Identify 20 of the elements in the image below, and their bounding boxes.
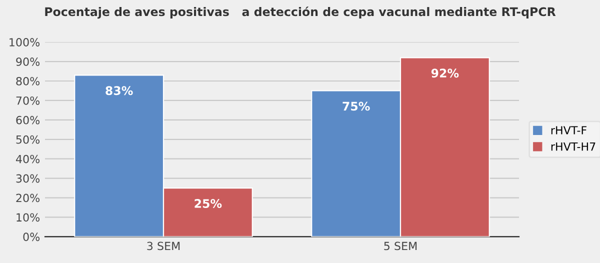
y-tick-label: 90% — [16, 58, 40, 66]
data-label: 83% — [106, 86, 133, 96]
chart-title: Pocentaje de aves positivas a detección de cepa vacunal mediante RT-qPCR — [45, 6, 556, 19]
legend-label: rHVT-H7 — [551, 142, 596, 151]
y-tick-label: 50% — [16, 135, 40, 144]
data-label: 92% — [431, 68, 459, 78]
y-tick-label: 10% — [16, 213, 40, 222]
x-tick-label: 5 SEM — [384, 242, 417, 250]
y-tick-label: 60% — [16, 116, 40, 124]
y-tick-label: 40% — [16, 154, 40, 164]
data-label: 25% — [194, 199, 222, 208]
x-tick-label: 3 SEM — [147, 242, 180, 250]
y-tick-label: 80% — [16, 76, 40, 86]
y-tick-label: 100% — [10, 38, 40, 46]
y-tick-label: 0% — [23, 232, 40, 242]
legend-label: rHVT-F — [551, 126, 586, 134]
y-tick-label: 30% — [16, 174, 40, 183]
y-tick-label: 70% — [16, 96, 40, 105]
data-label: 75% — [342, 102, 370, 111]
y-tick-label: 20% — [16, 194, 40, 202]
